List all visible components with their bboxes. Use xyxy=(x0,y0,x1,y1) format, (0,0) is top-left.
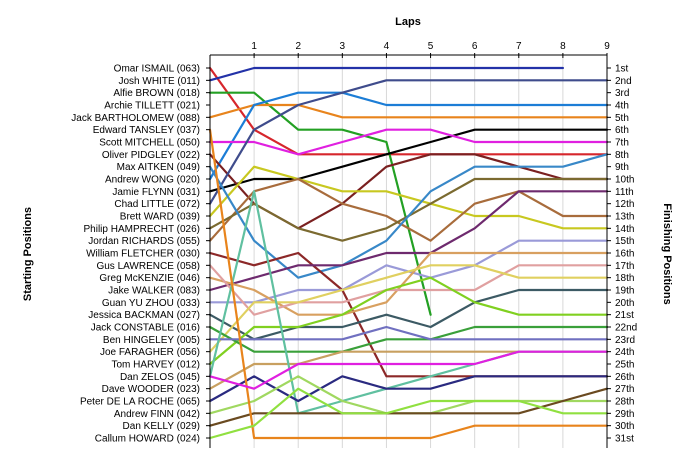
driver-label: Tom HARVEY (012) xyxy=(111,360,200,371)
series-line xyxy=(208,128,609,156)
y-axis-label-left: Starting Positions xyxy=(22,207,34,301)
x-tick-label: 8 xyxy=(560,41,566,52)
driver-label: Jessica BACKMAN (027) xyxy=(88,310,200,321)
driver-label: Scott MITCHELL (050) xyxy=(99,138,200,149)
driver-label: Joe FARAGHER (056) xyxy=(100,347,200,358)
finishing-position-label: 19th xyxy=(615,286,634,297)
series-line xyxy=(208,177,609,242)
driver-label: Jamie FLYNN (031) xyxy=(112,187,200,198)
series-line xyxy=(208,288,609,341)
y-axis-label-right: Finishing Positions xyxy=(661,203,673,304)
series-line xyxy=(208,128,609,193)
finishing-position-label: 11th xyxy=(615,187,634,198)
x-tick-label: 7 xyxy=(516,41,522,52)
driver-label: Peter DE LA ROCHE (065) xyxy=(80,397,200,408)
finishing-position-label: 5th xyxy=(615,113,629,124)
finishing-position-label: 21st xyxy=(615,310,634,321)
series-line xyxy=(208,79,609,205)
finishing-position-label: 17th xyxy=(615,261,634,272)
finishing-position-label: 4th xyxy=(615,101,629,112)
driver-label: Omar ISMAIL (063) xyxy=(114,64,200,75)
driver-label: Philip HAMPRECHT (026) xyxy=(83,224,200,235)
finishing-position-label: 6th xyxy=(615,125,629,136)
driver-label: Edward TANSLEY (037) xyxy=(93,125,200,136)
finishing-position-label: 3rd xyxy=(615,88,629,99)
finishing-position-label: 23rd xyxy=(615,335,635,346)
series-line xyxy=(208,91,432,316)
series-line xyxy=(208,325,609,341)
series-line xyxy=(208,276,609,366)
driver-label: Greg McKENZIE (046) xyxy=(99,273,200,284)
series-line xyxy=(208,165,609,230)
x-tick-label: 9 xyxy=(604,41,610,52)
finishing-position-label: 8th xyxy=(615,150,629,161)
finishing-position-label: 25th xyxy=(615,360,634,371)
driver-label: Alfie BROWN (018) xyxy=(113,88,200,99)
driver-label: Gus LAWRENCE (058) xyxy=(96,261,200,272)
finishing-position-label: 14th xyxy=(615,224,634,235)
driver-label: Dan ZELOS (045) xyxy=(120,372,200,383)
finishing-position-label: 2nd xyxy=(615,76,632,87)
driver-label: Dave WOODER (023) xyxy=(102,384,200,395)
finishing-position-label: 7th xyxy=(615,138,629,149)
x-tick-label: 6 xyxy=(472,41,478,52)
driver-label: Jordan RICHARDS (055) xyxy=(88,236,200,247)
driver-label: Josh WHITE (011) xyxy=(119,76,201,87)
x-tick-label: 2 xyxy=(295,41,301,52)
x-tick-label: 4 xyxy=(384,41,390,52)
driver-label: Dan KELLY (029) xyxy=(123,421,200,432)
driver-label: Chad LITTLE (072) xyxy=(114,199,200,210)
finishing-position-label: 15th xyxy=(615,236,634,247)
finishing-position-label: 28th xyxy=(615,397,634,408)
driver-label: Callum HOWARD (024) xyxy=(95,434,200,445)
driver-label: Andrew WONG (020) xyxy=(105,175,200,186)
finishing-position-label: 12th xyxy=(615,199,634,210)
series-line xyxy=(208,325,609,353)
driver-label: Guan YU ZHOU (033) xyxy=(102,298,200,309)
series-line xyxy=(208,387,609,440)
x-tick-label: 5 xyxy=(428,41,434,52)
finishing-position-label: 10th xyxy=(615,175,634,186)
x-tick-label: 1 xyxy=(251,41,257,52)
finishing-position-label: 22nd xyxy=(615,323,637,334)
chart-title: Laps xyxy=(395,16,421,28)
series-line xyxy=(208,190,609,292)
finishing-position-label: 26th xyxy=(615,372,634,383)
driver-label: Jack BARTHOLOMEW (088) xyxy=(71,113,200,124)
series-line xyxy=(208,153,609,279)
finishing-position-label: 13th xyxy=(615,212,634,223)
finishing-position-label: 24th xyxy=(615,347,634,358)
series-line xyxy=(208,66,609,156)
driver-label: Andrew FINN (042) xyxy=(114,409,200,420)
driver-label: William FLETCHER (030) xyxy=(86,249,200,260)
series-line xyxy=(208,103,609,119)
series-line xyxy=(208,350,609,390)
finishing-position-label: 31st xyxy=(615,434,634,445)
driver-label: Archie TILLETT (021) xyxy=(104,101,200,112)
finishing-position-label: 18th xyxy=(615,273,634,284)
axes xyxy=(206,53,611,448)
x-tick-label: 3 xyxy=(340,41,346,52)
finishing-position-label: 9th xyxy=(615,162,629,173)
finishing-position-label: 20th xyxy=(615,298,634,309)
driver-label: Oliver PIDGLEY (022) xyxy=(102,150,200,161)
driver-label: Jack CONSTABLE (016) xyxy=(91,323,200,334)
finishing-position-label: 16th xyxy=(615,249,634,260)
driver-label: Jake WALKER (083) xyxy=(108,286,200,297)
finishing-position-label: 1st xyxy=(615,64,629,75)
driver-label: Brett WARD (039) xyxy=(120,212,200,223)
finishing-position-label: 30th xyxy=(615,421,634,432)
series-line xyxy=(208,66,564,82)
driver-label: Max AITKEN (049) xyxy=(117,162,200,173)
series-line xyxy=(208,91,609,181)
finishing-position-label: 29th xyxy=(615,409,634,420)
series-line xyxy=(208,128,609,440)
series-group xyxy=(208,66,609,440)
finishing-position-label: 27th xyxy=(615,384,634,395)
series-line xyxy=(208,264,609,316)
driver-label: Ben HINGELEY (005) xyxy=(103,335,200,346)
